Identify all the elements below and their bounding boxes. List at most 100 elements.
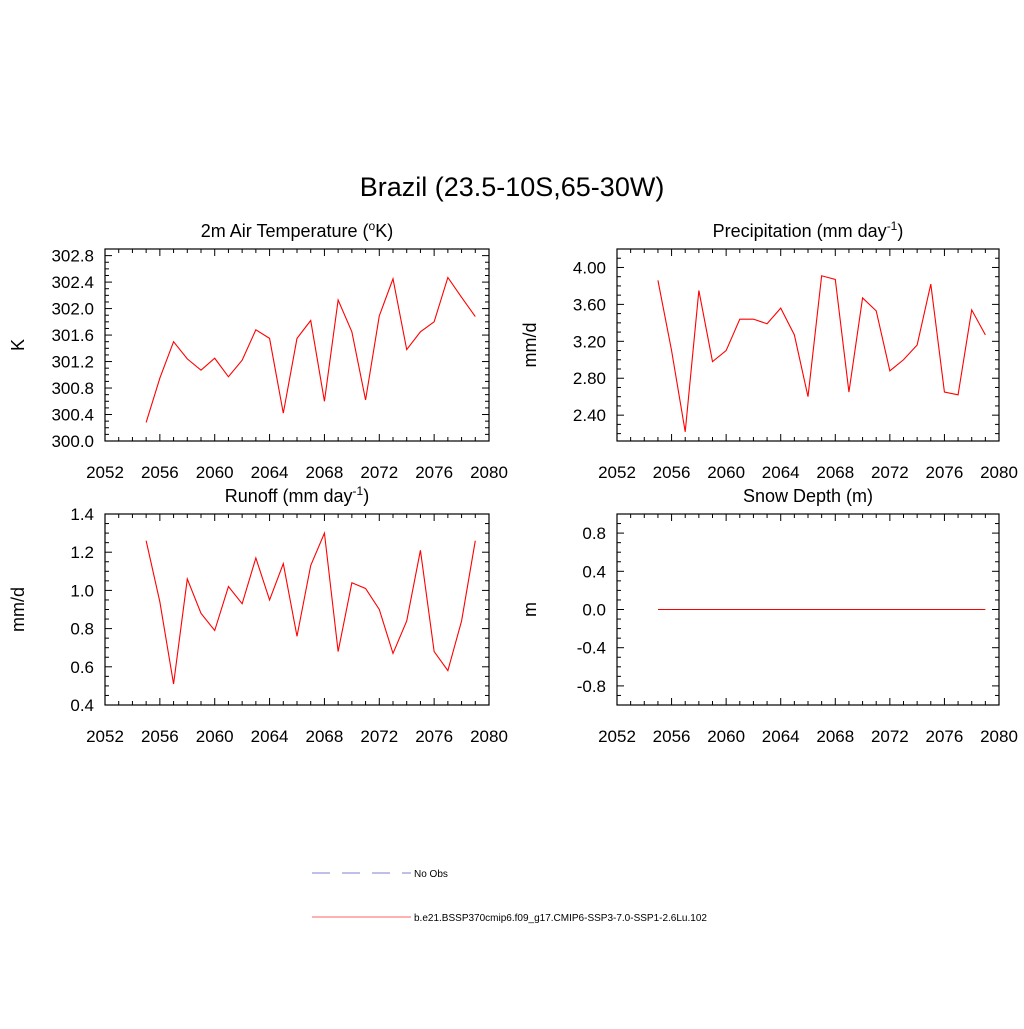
data-point: [971, 309, 973, 311]
panel-title-main: 2m Air Temperature (: [201, 221, 369, 241]
x-tick-label: 2080: [470, 727, 508, 746]
data-point: [323, 532, 325, 534]
y-axis-label: K: [8, 339, 28, 351]
data-point: [268, 599, 270, 601]
data-point: [957, 394, 959, 396]
panel-title-superscript: o: [369, 219, 376, 233]
data-point: [378, 608, 380, 610]
data-point: [474, 540, 476, 542]
data-point: [419, 549, 421, 551]
data-point: [460, 296, 462, 298]
data-point: [296, 635, 298, 637]
data-point: [657, 279, 659, 281]
y-tick-label: 4.00: [573, 258, 606, 277]
data-point: [861, 608, 863, 610]
data-point: [268, 337, 270, 339]
x-tick-label: 2064: [762, 463, 800, 482]
y-tick-label: 2.40: [573, 406, 606, 425]
data-point: [752, 318, 754, 320]
data-point: [889, 608, 891, 610]
x-tick-label: 2060: [707, 463, 745, 482]
y-tick-label: -0.4: [577, 639, 606, 658]
data-point: [447, 669, 449, 671]
x-tick-label: 2068: [816, 727, 854, 746]
panel-title-main: Runoff (mm day: [225, 486, 353, 506]
x-tick-label: 2056: [141, 463, 179, 482]
data-point: [916, 344, 918, 346]
series-line-runoff: [145, 530, 476, 685]
x-tick-label: 2068: [816, 463, 854, 482]
y-tick-label: 3.20: [573, 332, 606, 351]
y-axis-label: m: [520, 602, 540, 617]
data-point: [684, 608, 686, 610]
x-tick-label: 2076: [926, 463, 964, 482]
data-point: [698, 289, 700, 291]
data-point: [875, 608, 877, 610]
data-point: [793, 608, 795, 610]
y-tick-label: 300.0: [51, 432, 94, 451]
data-point: [930, 608, 932, 610]
y-tick-label: 2.80: [573, 369, 606, 388]
data-point: [392, 652, 394, 654]
panel-title-main: Snow Depth (m): [743, 486, 873, 506]
y-tick-label: 1.4: [70, 505, 94, 524]
y-tick-label: 0.0: [582, 601, 606, 620]
data-point: [433, 321, 435, 323]
x-tick-label: 2060: [707, 727, 745, 746]
data-point: [848, 391, 850, 393]
data-point: [739, 608, 741, 610]
data-point: [943, 391, 945, 393]
legend: No Obs b.e21.BSSP370cmip6.f09_g17.CMIP6-S…: [312, 869, 707, 924]
x-tick-label: 2076: [415, 463, 453, 482]
data-point: [971, 608, 973, 610]
x-tick-label: 2056: [141, 727, 179, 746]
y-tick-label: 301.2: [51, 353, 94, 372]
data-point: [848, 608, 850, 610]
x-tick-label: 2052: [598, 727, 636, 746]
data-point: [766, 608, 768, 610]
x-tick-label: 2072: [871, 727, 909, 746]
figure-title: Brazil (23.5-10S,65-30W): [360, 172, 665, 202]
data-point: [820, 275, 822, 277]
data-point: [725, 608, 727, 610]
data-point: [172, 683, 174, 685]
y-axis-label: mm/d: [520, 323, 540, 368]
data-point: [984, 334, 986, 336]
data-point: [834, 278, 836, 280]
data-point: [474, 315, 476, 317]
x-tick-label: 2080: [980, 463, 1018, 482]
data-point: [657, 608, 659, 610]
panel-title-tail: K): [375, 221, 393, 241]
x-tick-label: 2072: [360, 463, 398, 482]
panel-runoff: 2052 2056 2060 2064 2068 2072 2076 2080 0.4 0.6 0.…: [8, 484, 508, 746]
y-tick-label: 1.0: [70, 581, 94, 600]
data-point: [214, 629, 216, 631]
data-point: [433, 650, 435, 652]
data-point: [200, 369, 202, 371]
x-tick-label: 2076: [926, 727, 964, 746]
y-tick-label: 3.60: [573, 295, 606, 314]
data-point: [364, 587, 366, 589]
x-tick-label: 2056: [653, 727, 691, 746]
y-tick-label: -0.8: [577, 677, 606, 696]
y-tick-label: 302.4: [51, 273, 94, 292]
data-point: [725, 349, 727, 351]
data-point: [310, 564, 312, 566]
data-point: [807, 395, 809, 397]
data-point: [739, 318, 741, 320]
panel-title-tail: ): [897, 221, 903, 241]
data-point: [698, 608, 700, 610]
y-tick-label: 1.2: [70, 543, 94, 562]
data-point: [351, 582, 353, 584]
y-axis-label: mm/d: [8, 587, 28, 632]
data-point: [861, 297, 863, 299]
plot-frame-runoff: [104, 513, 490, 706]
data-point: [820, 608, 822, 610]
data-point: [241, 359, 243, 361]
data-point: [214, 357, 216, 359]
data-point: [957, 608, 959, 610]
y-tick-label: 0.6: [70, 658, 94, 677]
x-tick-label: 2068: [306, 727, 344, 746]
